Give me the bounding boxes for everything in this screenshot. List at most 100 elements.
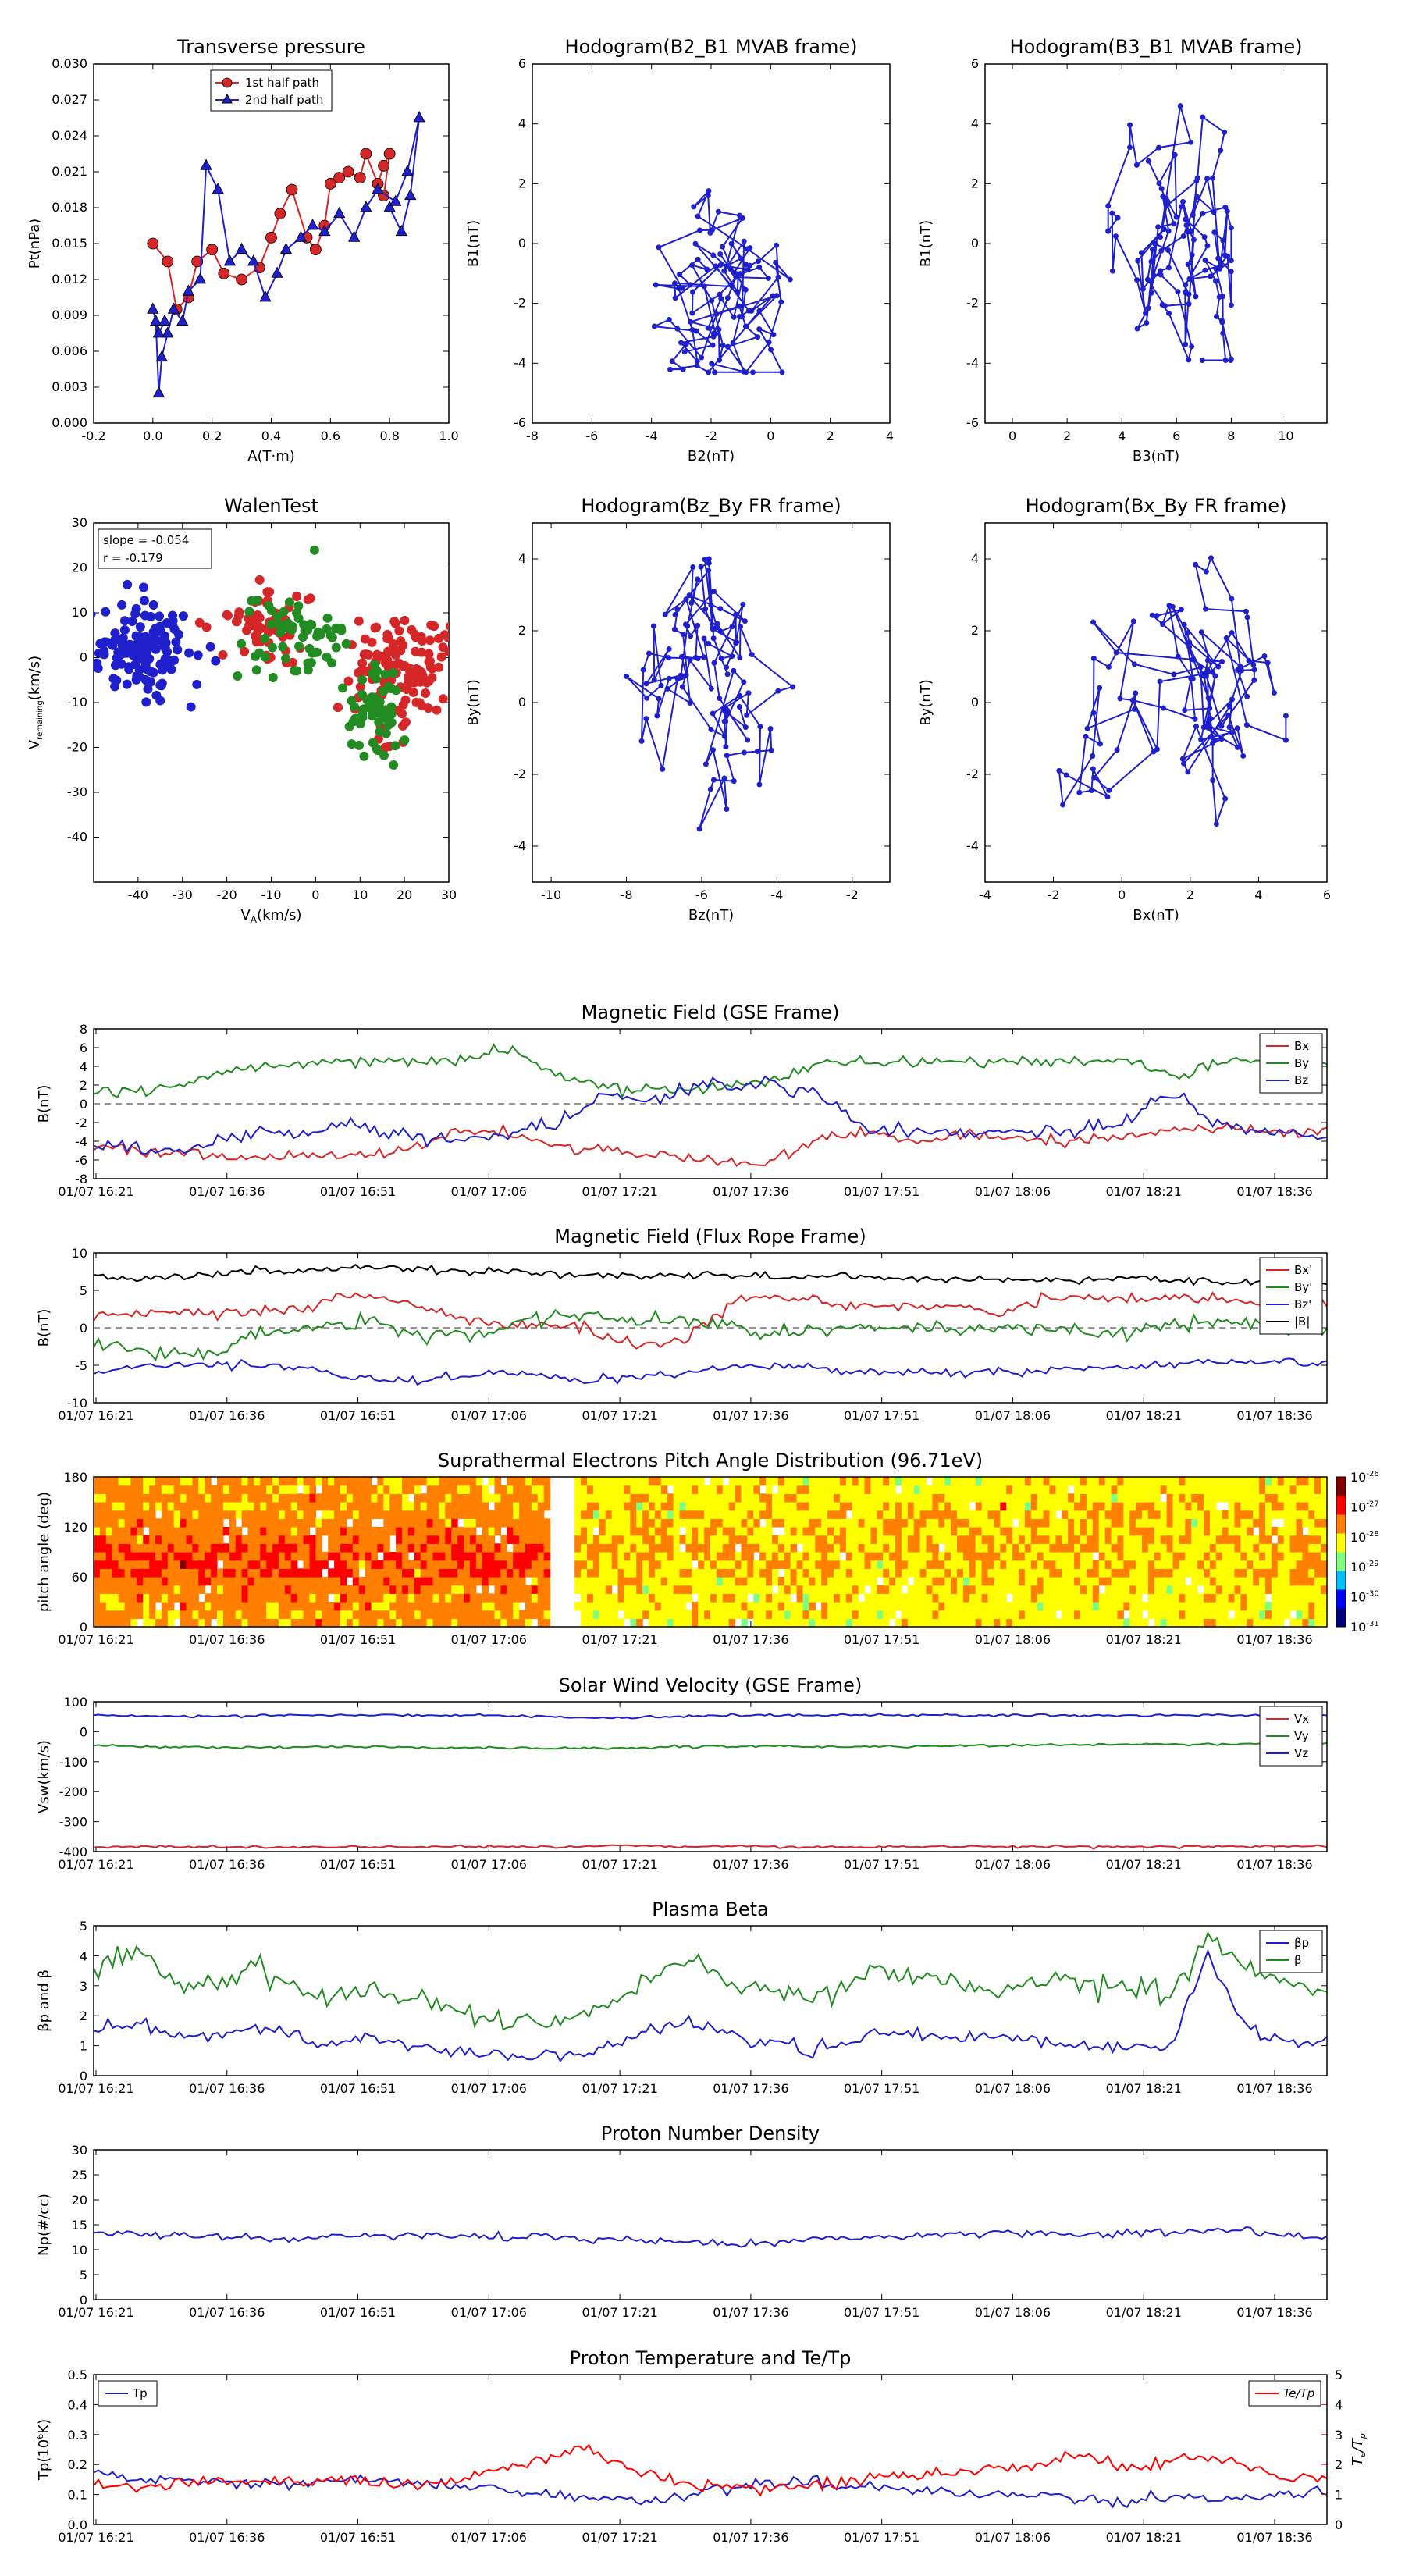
heatmap-cell — [192, 1543, 199, 1553]
heatmap-cell — [1136, 1593, 1143, 1603]
heatmap-cell — [704, 1610, 711, 1619]
data-point — [718, 655, 724, 661]
data-point — [701, 283, 707, 290]
data-point — [702, 761, 709, 767]
heatmap-cell — [889, 1535, 896, 1544]
heatmap-cell — [1240, 1577, 1247, 1586]
heatmap-cell — [587, 1543, 594, 1553]
y-tick-label: 0.006 — [52, 343, 87, 358]
heatmap-cell — [1204, 1485, 1211, 1494]
heatmap-cell — [309, 1602, 316, 1611]
heatmap-cell — [809, 1593, 816, 1603]
heatmap-cell — [821, 1493, 828, 1503]
heatmap-cell — [389, 1527, 397, 1536]
heatmap-cell — [513, 1593, 520, 1603]
heatmap-cell — [919, 1477, 927, 1486]
heatmap-cell — [679, 1585, 686, 1594]
heatmap-cell — [772, 1510, 779, 1519]
heatmap-cell — [777, 1618, 785, 1627]
heatmap-cell — [303, 1610, 311, 1619]
data-point — [731, 270, 737, 276]
heatmap-cell — [784, 1560, 791, 1569]
heatmap-cell — [1259, 1493, 1266, 1503]
heatmap-cell — [1222, 1543, 1229, 1553]
heatmap-cell — [414, 1527, 422, 1536]
heatmap-cell — [913, 1543, 921, 1553]
heatmap-cell — [173, 1493, 181, 1503]
heatmap-cell — [235, 1585, 243, 1594]
heatmap-cell — [284, 1535, 292, 1544]
heatmap-cell — [962, 1477, 970, 1486]
heatmap-cell — [926, 1602, 933, 1611]
heatmap-cell — [340, 1485, 347, 1494]
heatmap-cell — [1129, 1593, 1136, 1603]
heatmap-cell — [254, 1577, 261, 1586]
heatmap-cell — [741, 1560, 748, 1569]
heatmap-cell — [728, 1485, 736, 1494]
heatmap-cell — [1019, 1502, 1026, 1511]
heatmap-cell — [272, 1560, 279, 1569]
heatmap-cell — [500, 1593, 507, 1603]
heatmap-cell — [475, 1518, 483, 1528]
heatmap-cell — [605, 1518, 613, 1528]
data-point — [271, 266, 283, 278]
x-tick-label: -2 — [1048, 888, 1060, 902]
heatmap-cell — [784, 1610, 791, 1619]
data-point — [1237, 664, 1243, 670]
heatmap-cell — [852, 1477, 859, 1486]
heatmap-cell — [611, 1577, 619, 1586]
heatmap-cell — [439, 1527, 446, 1536]
heatmap-cell — [926, 1568, 933, 1578]
heatmap-cell — [1037, 1485, 1044, 1494]
heatmap-cell — [1006, 1510, 1013, 1519]
y-axis-label: Pt(nPa) — [27, 219, 43, 269]
heatmap-cell — [426, 1485, 434, 1494]
heatmap-cell — [426, 1560, 434, 1569]
heatmap-cell — [1179, 1560, 1186, 1569]
data-point — [201, 622, 212, 632]
heatmap-cell — [149, 1552, 156, 1561]
x-tick-label: 0.2 — [202, 429, 222, 443]
heatmap-cell — [1172, 1618, 1179, 1627]
heatmap-cell — [605, 1527, 613, 1536]
heatmap-cell — [247, 1510, 254, 1519]
heatmap-cell — [1049, 1593, 1056, 1603]
heatmap-cell — [1222, 1602, 1229, 1611]
heatmap-cell — [1314, 1527, 1321, 1536]
data-point — [1183, 222, 1190, 229]
heatmap-cell — [679, 1518, 686, 1528]
heatmap-cell — [1259, 1568, 1266, 1578]
data-point — [766, 340, 772, 346]
data-point — [1105, 228, 1112, 234]
heatmap-cell — [1019, 1610, 1026, 1619]
heatmap-cell — [1030, 1568, 1038, 1578]
heatmap-cell — [464, 1568, 471, 1578]
heatmap-cell — [951, 1527, 958, 1536]
heatmap-cell — [1142, 1552, 1149, 1561]
heatmap-cell — [1068, 1543, 1075, 1553]
heatmap-cell — [519, 1552, 526, 1561]
heatmap-cell — [290, 1577, 298, 1586]
heatmap-cell — [1289, 1527, 1297, 1536]
heatmap-cell — [870, 1585, 877, 1594]
heatmap-cell — [642, 1518, 649, 1528]
heatmap-cell — [704, 1602, 711, 1611]
heatmap-cell — [279, 1610, 286, 1619]
h3-frame — [532, 522, 891, 883]
heatmap-cell — [1012, 1602, 1019, 1611]
heatmap-cell — [414, 1485, 422, 1494]
heatmap-cell — [537, 1568, 545, 1578]
heatmap-cell — [1154, 1618, 1161, 1627]
heatmap-cell — [537, 1535, 545, 1544]
heatmap-cell — [1136, 1493, 1143, 1503]
heatmap-cell — [1117, 1552, 1124, 1561]
heatmap-cell — [630, 1577, 637, 1586]
heatmap-cell — [796, 1593, 804, 1603]
heatmap-cell — [322, 1502, 329, 1511]
heatmap-cell — [94, 1560, 101, 1569]
heatmap-cell — [488, 1602, 496, 1611]
heatmap-cell — [1123, 1477, 1130, 1486]
heatmap-cell — [975, 1560, 983, 1569]
heatmap-cell — [969, 1510, 976, 1519]
heatmap-cell — [870, 1485, 877, 1494]
